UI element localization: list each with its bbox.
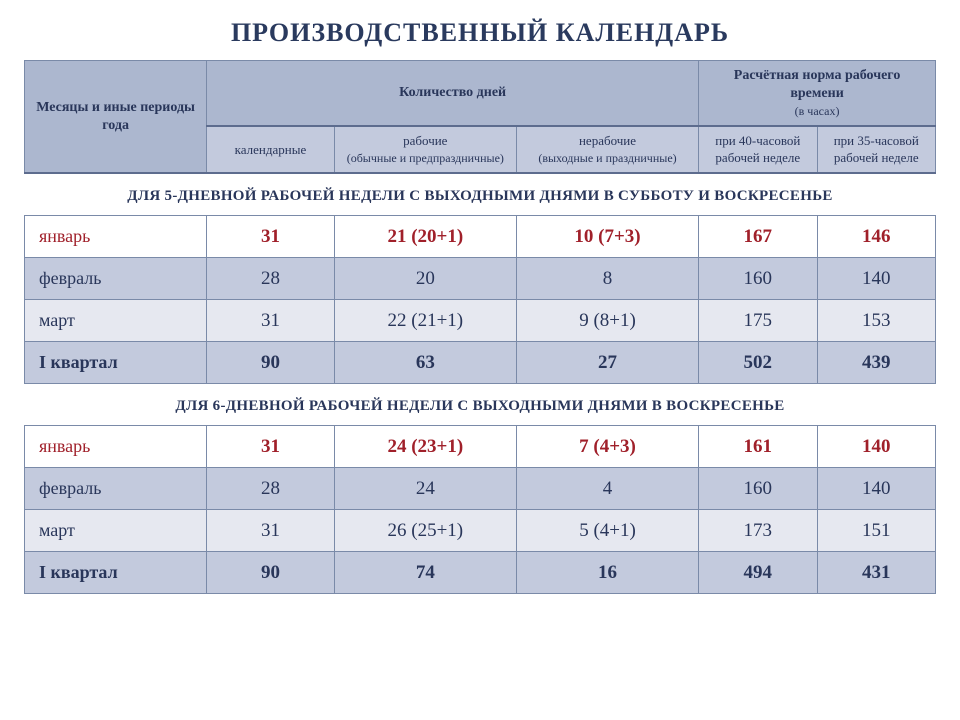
cell-working: 74 xyxy=(334,552,516,594)
header-table: Месяцы и иные периоды года Количество дн… xyxy=(24,60,936,174)
cell-nonworking: 10 (7+3) xyxy=(516,216,698,258)
cell-h35: 146 xyxy=(817,216,935,258)
cell-working: 63 xyxy=(334,342,516,384)
section-label: ДЛЯ 6-ДНЕВНОЙ РАБОЧЕЙ НЕДЕЛИ С ВЫХОДНЫМИ… xyxy=(24,398,936,415)
cell-h35: 140 xyxy=(817,426,935,468)
table-row: I квартал906327502439 xyxy=(25,342,936,384)
cell-working: 24 xyxy=(334,468,516,510)
cell-nonworking: 27 xyxy=(516,342,698,384)
th-nonworking-sub: (выходные и праздничные) xyxy=(525,151,690,166)
cell-calendar: 31 xyxy=(207,510,335,552)
th-nonworking: нерабочие (выходные и праздничные) xyxy=(516,126,698,173)
th-hours-group-sub: (в часах) xyxy=(707,104,927,119)
cell-h35: 431 xyxy=(817,552,935,594)
cell-calendar: 28 xyxy=(207,468,335,510)
cell-period: февраль xyxy=(25,258,207,300)
cell-period: февраль xyxy=(25,468,207,510)
cell-h40: 173 xyxy=(699,510,817,552)
cell-h35: 439 xyxy=(817,342,935,384)
th-calendar: календарные xyxy=(207,126,335,173)
cell-nonworking: 16 xyxy=(516,552,698,594)
table-row: январь3124 (23+1)7 (4+3)161140 xyxy=(25,426,936,468)
cell-working: 24 (23+1) xyxy=(334,426,516,468)
th-h40: при 40-часовой рабочей неделе xyxy=(699,126,817,173)
cell-nonworking: 9 (8+1) xyxy=(516,300,698,342)
cell-nonworking: 8 xyxy=(516,258,698,300)
th-working-sub: (обычные и предпраздничные) xyxy=(343,151,508,166)
th-working-label: рабочие xyxy=(403,133,447,148)
page-title: ПРОИЗВОДСТВЕННЫЙ КАЛЕНДАРЬ xyxy=(24,18,936,48)
cell-h40: 494 xyxy=(699,552,817,594)
cell-period: март xyxy=(25,300,207,342)
table-row: февраль28208160140 xyxy=(25,258,936,300)
cell-working: 22 (21+1) xyxy=(334,300,516,342)
table-row: I квартал907416494431 xyxy=(25,552,936,594)
cell-working: 20 xyxy=(334,258,516,300)
cell-h35: 151 xyxy=(817,510,935,552)
sections-container: ДЛЯ 5-ДНЕВНОЙ РАБОЧЕЙ НЕДЕЛИ С ВЫХОДНЫМИ… xyxy=(24,188,936,594)
section-label: ДЛЯ 5-ДНЕВНОЙ РАБОЧЕЙ НЕДЕЛИ С ВЫХОДНЫМИ… xyxy=(24,188,936,205)
cell-period: I квартал xyxy=(25,552,207,594)
cell-calendar: 31 xyxy=(207,426,335,468)
cell-period: январь xyxy=(25,426,207,468)
cell-h40: 175 xyxy=(699,300,817,342)
cell-period: I квартал xyxy=(25,342,207,384)
th-working: рабочие (обычные и предпраздничные) xyxy=(334,126,516,173)
cell-h40: 161 xyxy=(699,426,817,468)
cell-period: март xyxy=(25,510,207,552)
th-days-group: Количество дней xyxy=(207,61,699,127)
cell-h40: 160 xyxy=(699,468,817,510)
cell-nonworking: 7 (4+3) xyxy=(516,426,698,468)
cell-h40: 502 xyxy=(699,342,817,384)
cell-calendar: 31 xyxy=(207,216,335,258)
cell-calendar: 90 xyxy=(207,552,335,594)
table-row: февраль28244160140 xyxy=(25,468,936,510)
data-table: январь3124 (23+1)7 (4+3)161140февраль282… xyxy=(24,425,936,594)
cell-period: январь xyxy=(25,216,207,258)
cell-h35: 153 xyxy=(817,300,935,342)
table-row: январь3121 (20+1)10 (7+3)167146 xyxy=(25,216,936,258)
cell-h35: 140 xyxy=(817,468,935,510)
table-row: март3126 (25+1)5 (4+1)173151 xyxy=(25,510,936,552)
th-hours-group: Расчётная норма рабочего времени (в часа… xyxy=(699,61,936,127)
th-h35: при 35-часовой рабочей неделе xyxy=(817,126,935,173)
th-periods: Месяцы и иные периоды года xyxy=(25,61,207,174)
cell-nonworking: 5 (4+1) xyxy=(516,510,698,552)
cell-working: 26 (25+1) xyxy=(334,510,516,552)
table-row: март3122 (21+1)9 (8+1)175153 xyxy=(25,300,936,342)
cell-calendar: 31 xyxy=(207,300,335,342)
cell-h40: 167 xyxy=(699,216,817,258)
th-hours-group-label: Расчётная норма рабочего времени xyxy=(734,68,901,101)
cell-calendar: 28 xyxy=(207,258,335,300)
cell-h35: 140 xyxy=(817,258,935,300)
cell-working: 21 (20+1) xyxy=(334,216,516,258)
cell-h40: 160 xyxy=(699,258,817,300)
cell-nonworking: 4 xyxy=(516,468,698,510)
cell-calendar: 90 xyxy=(207,342,335,384)
data-table: январь3121 (20+1)10 (7+3)167146февраль28… xyxy=(24,215,936,384)
th-nonworking-label: нерабочие xyxy=(579,133,636,148)
